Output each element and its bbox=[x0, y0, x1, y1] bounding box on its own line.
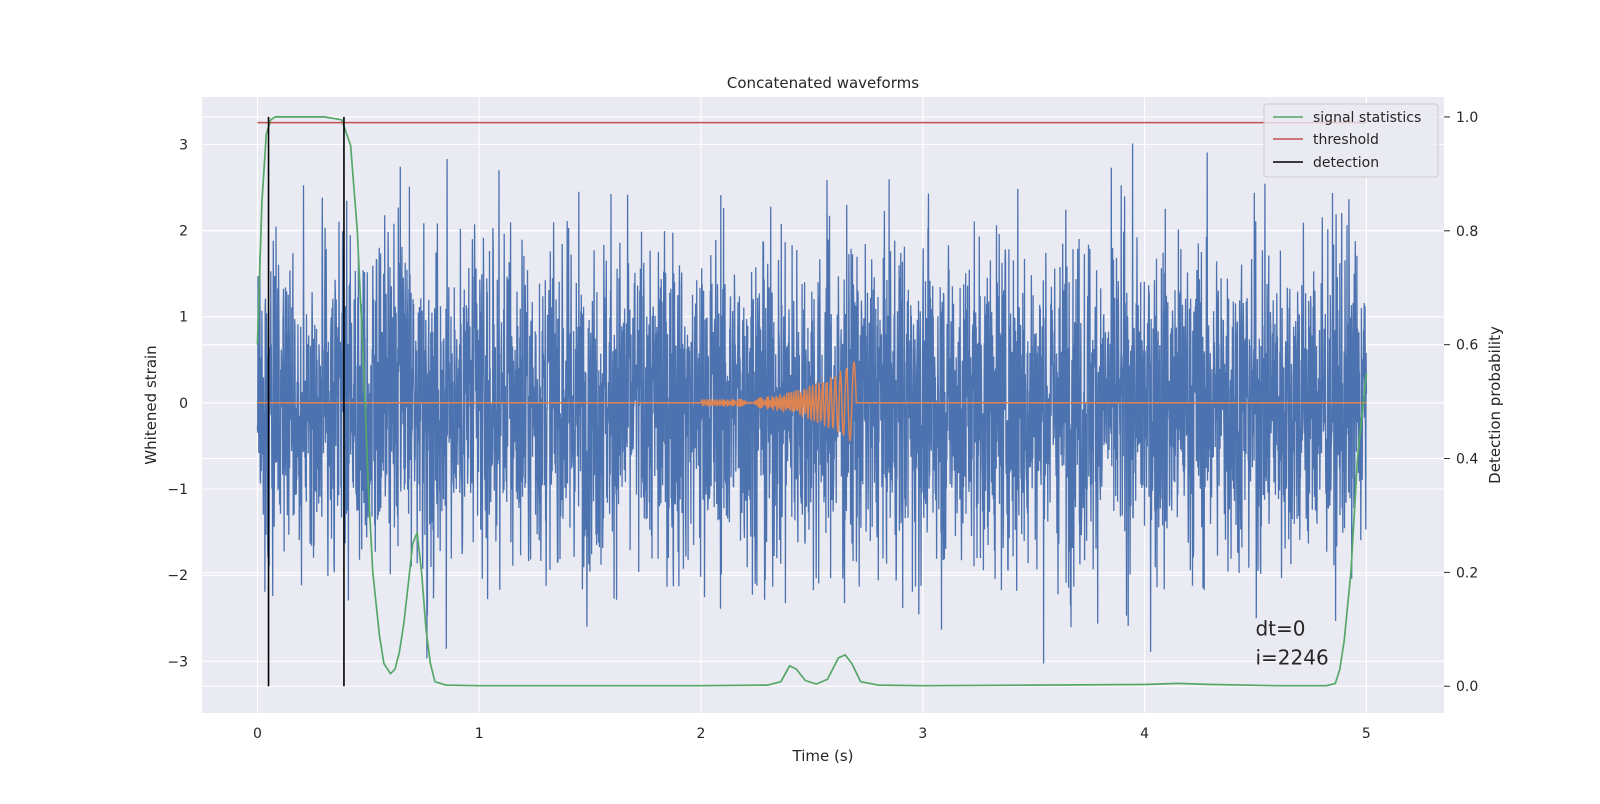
x-tick-label: 2 bbox=[697, 726, 706, 742]
annotation-dt: dt=0 bbox=[1255, 616, 1305, 640]
legend-label-threshold: threshold bbox=[1313, 132, 1379, 148]
y-tick-label: −1 bbox=[167, 482, 188, 498]
x-tick-label: 5 bbox=[1362, 726, 1371, 742]
x-tick-label: 4 bbox=[1140, 726, 1149, 742]
y-tick-label: 1 bbox=[179, 310, 188, 326]
chart-title: Concatenated waveforms bbox=[727, 74, 919, 92]
noise-series-line bbox=[256, 143, 1368, 664]
x-tick-label: 3 bbox=[918, 726, 927, 742]
legend: signal statistics threshold detection bbox=[1263, 103, 1439, 178]
tick-labels: 0 1 2 3 4 5 −3 −2 −1 0 1 2 3 0.0 0.2 0.4 0.6 0.8 1.0 bbox=[167, 110, 1478, 742]
y-right-axis-label: Detection probability bbox=[1486, 326, 1504, 484]
y-right-tick-label: 0.8 bbox=[1456, 224, 1478, 240]
y-right-tick-label: 0.4 bbox=[1456, 452, 1478, 468]
y-tick-label: 3 bbox=[179, 137, 188, 153]
signal-statistics-line bbox=[256, 116, 1368, 687]
legend-label-detection: detection bbox=[1313, 155, 1379, 171]
annotation-i: i=2246 bbox=[1255, 645, 1328, 669]
template-series-line bbox=[257, 361, 1367, 442]
legend-label-signal-statistics: signal statistics bbox=[1313, 110, 1421, 126]
y-tick-label: −2 bbox=[167, 568, 188, 584]
y-tick-label: 0 bbox=[179, 396, 188, 412]
y-axis-label: Whitened strain bbox=[142, 345, 160, 464]
y-right-tick-label: 0.2 bbox=[1456, 565, 1478, 581]
annotation-group: dt=0 i=2246 bbox=[1255, 616, 1328, 669]
x-axis-label: Time (s) bbox=[792, 747, 854, 765]
x-tick-label: 0 bbox=[253, 726, 262, 742]
legend-box bbox=[1263, 103, 1439, 178]
y-right-tick-label: 0.6 bbox=[1456, 338, 1478, 354]
y-tick-label: −3 bbox=[167, 654, 188, 670]
x-tick-label: 1 bbox=[475, 726, 484, 742]
y-right-tick-label: 0.0 bbox=[1456, 679, 1478, 695]
y-right-tick-label: 1.0 bbox=[1456, 110, 1478, 126]
series-layer bbox=[256, 116, 1368, 687]
y-tick-label: 2 bbox=[179, 224, 188, 240]
